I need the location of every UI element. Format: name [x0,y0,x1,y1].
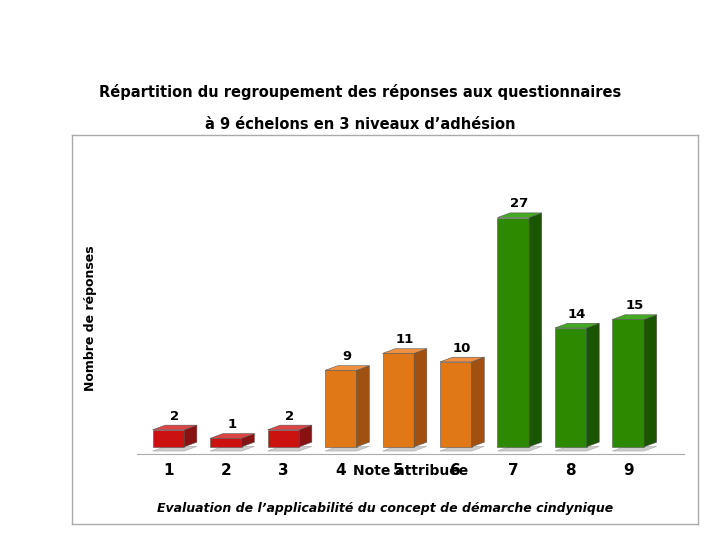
Polygon shape [440,447,485,451]
Text: 2: 2 [170,410,179,423]
Text: Note attribuée: Note attribuée [353,464,468,477]
Polygon shape [555,323,599,328]
Polygon shape [153,425,197,430]
Polygon shape [382,447,427,451]
Polygon shape [356,366,369,447]
Polygon shape [184,425,197,447]
Text: 15: 15 [626,299,644,312]
Text: 11: 11 [395,333,414,346]
Text: à 9 échelons en 3 niveaux d’adhésion: à 9 échelons en 3 niveaux d’adhésion [204,117,516,132]
Polygon shape [268,425,312,430]
Polygon shape [242,434,254,447]
Text: RÉSULTATS: RÉSULTATS [143,11,313,39]
Text: Répartition du regroupement des réponses aux questionnaires: Répartition du regroupement des réponses… [99,84,621,100]
Polygon shape [300,425,312,447]
Polygon shape [613,320,644,447]
Polygon shape [472,357,485,447]
Polygon shape [498,213,541,218]
Text: 1: 1 [228,418,237,431]
Polygon shape [529,213,541,447]
Text: Nombre de réponses: Nombre de réponses [84,246,96,392]
Polygon shape [613,315,657,320]
Polygon shape [414,349,427,447]
Polygon shape [440,362,472,447]
Polygon shape [555,447,599,451]
Polygon shape [644,315,657,447]
Polygon shape [325,370,356,447]
Text: (5): (5) [313,13,354,37]
Polygon shape [268,430,300,447]
Polygon shape [555,328,587,447]
Polygon shape [210,434,254,438]
Polygon shape [498,218,529,447]
Polygon shape [382,353,414,447]
Polygon shape [325,447,369,451]
Polygon shape [153,430,184,447]
Text: 10: 10 [453,342,472,355]
Polygon shape [153,447,197,451]
Polygon shape [440,357,485,362]
Text: 14: 14 [568,308,586,321]
Polygon shape [210,447,254,451]
Polygon shape [613,447,657,451]
Polygon shape [382,349,427,353]
Polygon shape [498,447,541,451]
Text: Evaluation de l’applicabilité du concept de démarche cindynique: Evaluation de l’applicabilité du concept… [157,502,613,515]
Text: 27: 27 [510,197,528,211]
Text: 2: 2 [285,410,294,423]
Text: Réponses à l’enquête: Réponses à l’enquête [267,56,453,72]
Polygon shape [210,438,242,447]
Polygon shape [268,447,312,451]
Polygon shape [587,323,599,447]
Polygon shape [325,366,369,370]
Text: 9: 9 [343,350,352,363]
